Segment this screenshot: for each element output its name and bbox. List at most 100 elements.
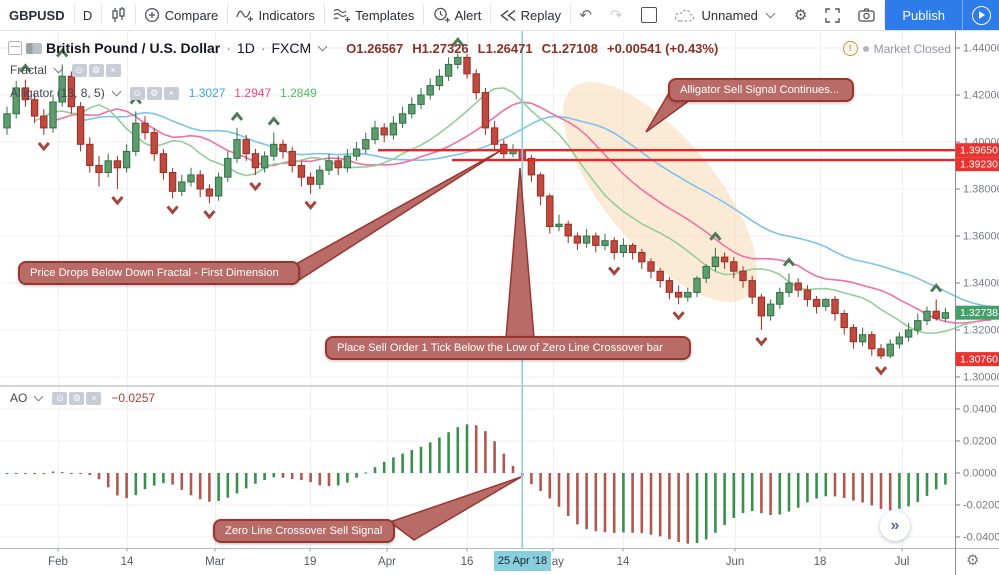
chevron-down-icon bbox=[33, 391, 44, 402]
separator-dot: · bbox=[226, 40, 231, 56]
svg-text:Jun: Jun bbox=[726, 556, 745, 568]
indicator-settings-gear-icon[interactable]: ⚙ bbox=[146, 86, 162, 100]
visibility-eye-icon[interactable]: ⊙ bbox=[71, 63, 87, 77]
svg-text:1.39230: 1.39230 bbox=[960, 159, 998, 171]
chevron-down-icon bbox=[111, 86, 122, 97]
crosshair-date-label: 25 Apr '18 bbox=[494, 551, 551, 571]
indicator-controls: ⊙ ⚙ × bbox=[129, 86, 179, 100]
ao-value: −0.0257 bbox=[111, 391, 156, 405]
single-layout-icon bbox=[640, 7, 657, 23]
annotation-callout-alligator[interactable]: Alligator Sell Signal Continues... bbox=[668, 78, 854, 102]
toolbar-divider bbox=[884, 5, 886, 25]
alligator-indicator-legend[interactable]: Alligator (13, 8, 5) ⊙ ⚙ × 1.3027 1.2947… bbox=[10, 86, 317, 100]
ao-indicator-legend[interactable]: AO ⊙ ⚙ × −0.0257 bbox=[10, 391, 155, 405]
price-level-lines[interactable] bbox=[378, 149, 955, 162]
separator-dot: · bbox=[260, 40, 266, 56]
svg-text:1.38000: 1.38000 bbox=[963, 184, 999, 196]
collapse-pane-button[interactable]: » bbox=[880, 511, 910, 541]
svg-text:Apr: Apr bbox=[378, 556, 396, 568]
price-axis[interactable]: 1.440001.420001.400001.380001.360001.340… bbox=[955, 43, 999, 544]
gear-icon: ⚙ bbox=[793, 7, 808, 24]
alligator-highlight-ellipse[interactable] bbox=[530, 52, 789, 331]
alert-label: Alert bbox=[454, 7, 482, 23]
toolbar-right-group: Unnamed ⚙ Publish bbox=[632, 0, 999, 30]
svg-text:1.30760: 1.30760 bbox=[960, 354, 998, 366]
svg-text:14: 14 bbox=[121, 556, 134, 568]
play-icon bbox=[971, 5, 991, 25]
fractal-indicator-legend[interactable]: Fractal ⊙ ⚙ × bbox=[10, 63, 121, 77]
ohlc-values: O1.26567 H1.27326 L1.26471 C1.27108 +0.0… bbox=[346, 41, 718, 56]
svg-text:1.44000: 1.44000 bbox=[963, 43, 999, 55]
alligator-jaw-value: 1.3027 bbox=[188, 86, 226, 100]
publish-button[interactable]: Publish bbox=[885, 0, 962, 30]
indicator-settings-gear-icon[interactable]: ⚙ bbox=[88, 63, 104, 77]
indicator-remove-icon[interactable]: × bbox=[163, 86, 179, 100]
callout-pointers[interactable] bbox=[295, 86, 692, 541]
ohlc-open: O1.26567 bbox=[346, 40, 404, 56]
chevron-down-icon bbox=[765, 8, 776, 19]
chart-settings-button[interactable]: ⚙ bbox=[785, 0, 816, 30]
warning-icon[interactable]: ! bbox=[842, 41, 858, 56]
svg-text:Mar: Mar bbox=[205, 556, 225, 568]
svg-text:1.42000: 1.42000 bbox=[963, 90, 999, 102]
ohlc-close: C1.27108 bbox=[541, 40, 598, 56]
svg-text:1.32738: 1.32738 bbox=[960, 307, 998, 319]
chart-type-button[interactable] bbox=[102, 0, 135, 30]
compare-plus-icon bbox=[144, 7, 159, 23]
price-tags: 1.39650 1.39230 1.32738 1.30760 bbox=[955, 143, 999, 367]
templates-label: Templates bbox=[355, 7, 415, 23]
indicator-remove-icon[interactable]: × bbox=[86, 391, 102, 405]
compare-button[interactable]: Compare bbox=[135, 0, 227, 30]
interval-button[interactable]: D bbox=[82, 7, 93, 23]
layout-select-button[interactable] bbox=[632, 0, 666, 30]
market-status-label: Market Closed bbox=[873, 41, 951, 56]
fractal-arrows bbox=[19, 37, 943, 376]
undo-button[interactable]: ↶ bbox=[570, 0, 601, 30]
templates-button[interactable]: Templates bbox=[324, 0, 423, 30]
svg-text:16: 16 bbox=[461, 556, 474, 568]
visibility-eye-icon[interactable]: ⊙ bbox=[129, 86, 145, 100]
camera-icon bbox=[858, 8, 876, 22]
redo-button[interactable]: ↷ bbox=[601, 0, 632, 30]
time-axis[interactable]: Feb 14 Mar 19 Apr 16 May 14 Jun 18 Jul bbox=[48, 548, 909, 568]
symbol-button[interactable]: GBPUSD bbox=[9, 7, 65, 23]
interval-label: 1D bbox=[236, 40, 255, 56]
indicators-icon bbox=[236, 10, 254, 22]
replay-button[interactable]: Replay bbox=[491, 0, 570, 30]
indicators-button[interactable]: Indicators bbox=[227, 0, 323, 30]
symbol-flag-icon bbox=[26, 42, 42, 54]
fullscreen-icon bbox=[825, 7, 841, 23]
fullscreen-button[interactable] bbox=[816, 0, 849, 30]
annotation-callout-zero-line[interactable]: Zero Line Crossover Sell Signal bbox=[213, 519, 395, 543]
templates-icon bbox=[333, 8, 351, 22]
svg-text:-0.0400: -0.0400 bbox=[963, 532, 999, 544]
chevron-down-icon bbox=[53, 63, 64, 74]
price-tag: 1.39230 bbox=[955, 157, 999, 172]
publish-menu-button[interactable] bbox=[962, 0, 999, 30]
alligator-teeth-value: 1.2947 bbox=[234, 86, 272, 100]
alligator-lips-value: 1.2849 bbox=[280, 86, 317, 100]
annotation-callout-fractal[interactable]: Price Drops Below Down Fractal - First D… bbox=[18, 261, 300, 285]
compare-label: Compare bbox=[164, 7, 219, 23]
candlestick-chart-icon bbox=[111, 7, 125, 22]
cloud-icon bbox=[674, 9, 694, 22]
alert-button[interactable]: Alert bbox=[424, 0, 491, 30]
indicator-controls: ⊙ ⚙ × bbox=[52, 391, 102, 405]
indicator-settings-gear-icon[interactable]: ⚙ bbox=[69, 391, 85, 405]
svg-text:1.36000: 1.36000 bbox=[963, 231, 999, 243]
symbol-legend[interactable]: British Pound / U.S. Dollar · 1D · FXCM … bbox=[8, 40, 718, 56]
replay-rewind-icon bbox=[499, 9, 516, 21]
indicator-remove-icon[interactable]: × bbox=[105, 63, 121, 77]
scales-settings-gear-icon[interactable]: ⚙ bbox=[966, 552, 980, 569]
snapshot-button[interactable] bbox=[849, 0, 884, 30]
svg-text:-0.0200: -0.0200 bbox=[963, 500, 999, 512]
market-status: ! Market Closed bbox=[842, 41, 951, 56]
svg-text:0.0400: 0.0400 bbox=[963, 404, 997, 416]
annotation-callout-sell-order[interactable]: Place Sell Order 1 Tick Below the Low of… bbox=[325, 336, 691, 360]
saved-layout-button[interactable]: Unnamed bbox=[666, 0, 785, 30]
visibility-eye-icon[interactable]: ⊙ bbox=[52, 391, 68, 405]
svg-text:1.34000: 1.34000 bbox=[963, 278, 999, 290]
svg-text:0.0200: 0.0200 bbox=[963, 436, 997, 448]
svg-text:1.30000: 1.30000 bbox=[963, 372, 999, 384]
